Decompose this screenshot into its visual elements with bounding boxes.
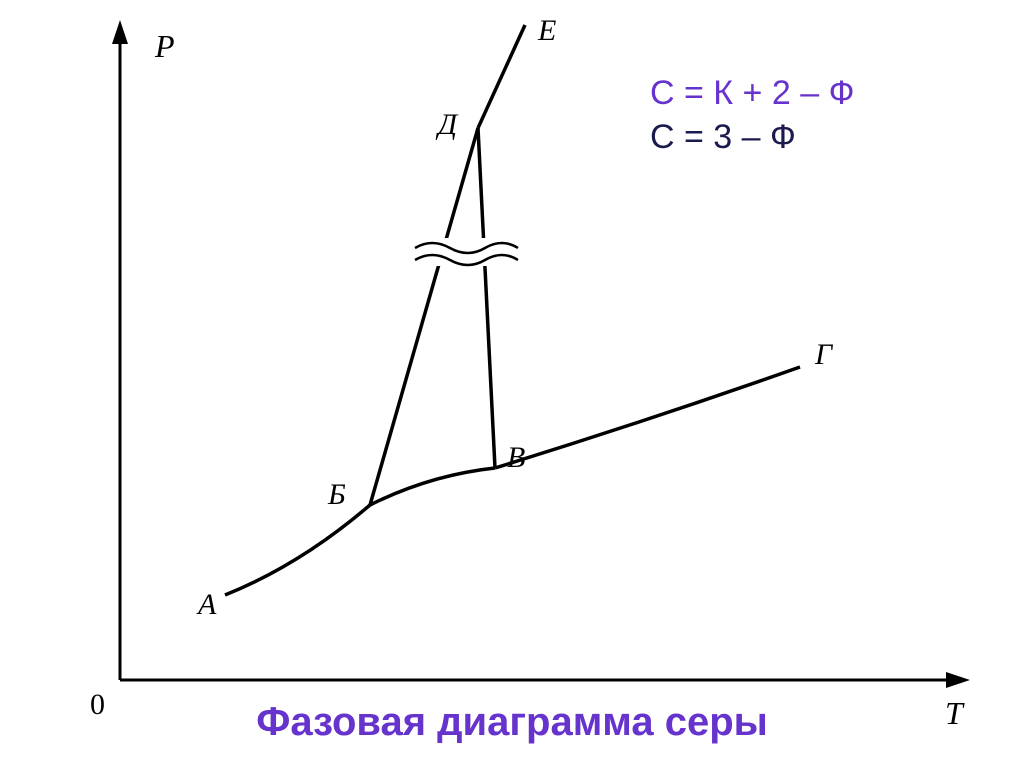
point-e-label: Е — [538, 14, 556, 48]
x-axis-arrow — [946, 672, 970, 688]
x-axis-label: T — [945, 695, 963, 732]
curve-a-b — [225, 505, 370, 595]
y-axis-arrow — [112, 20, 128, 44]
point-a-label: А — [198, 588, 216, 622]
curve-b-v — [370, 468, 495, 505]
origin-label: 0 — [90, 688, 105, 722]
diagram-svg — [0, 0, 1024, 768]
y-axis-label: P — [155, 28, 175, 65]
equation-simplified: С = 3 – Ф — [650, 118, 796, 157]
break-symbol — [410, 238, 520, 266]
point-b-label: Б — [328, 478, 346, 512]
point-g-label: Г — [815, 338, 832, 372]
line-d-e — [478, 25, 525, 128]
line-v-d — [478, 128, 495, 468]
phase-diagram-container: P T 0 А Б В Г Д Е С = К + 2 – Ф С = 3 – … — [0, 0, 1024, 768]
curve-v-g — [495, 367, 800, 468]
point-d-label: Д — [438, 108, 457, 142]
point-v-label: В — [507, 441, 525, 475]
equation-phase-rule: С = К + 2 – Ф — [650, 74, 854, 113]
diagram-title: Фазовая диаграмма серы — [256, 700, 768, 745]
line-b-d — [370, 128, 478, 505]
